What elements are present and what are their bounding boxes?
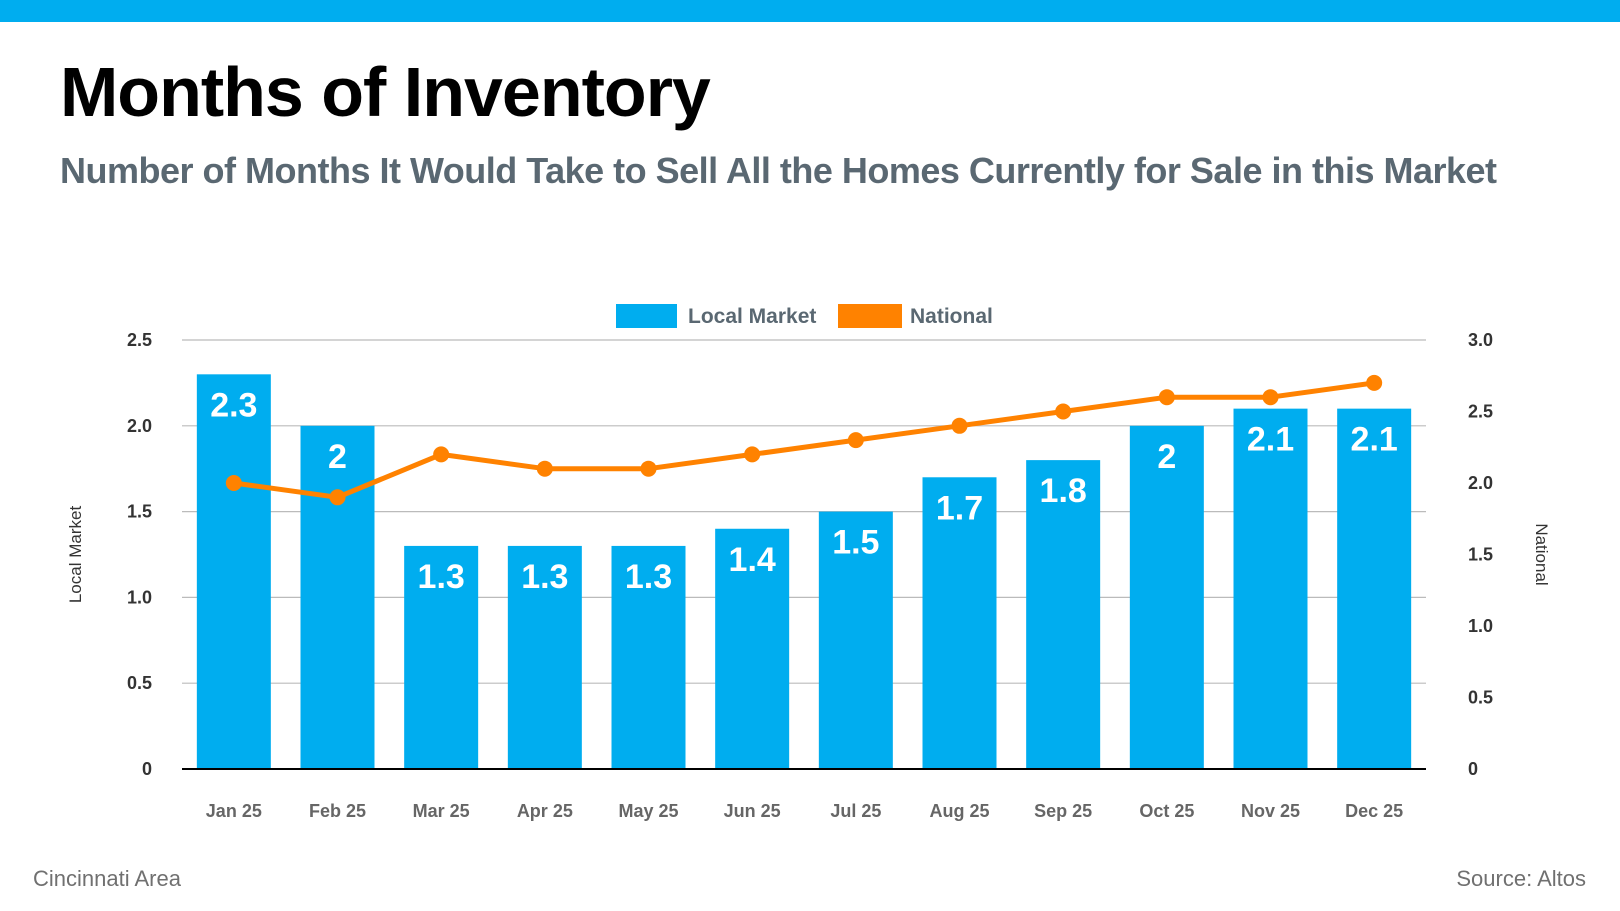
bar-value-label: 1.3 — [625, 558, 672, 596]
page-title: Months of Inventory — [60, 53, 711, 131]
bar-value-label: 1.5 — [832, 524, 879, 562]
x-tick-label: Mar 25 — [413, 801, 470, 821]
legend-label-local-market: Local Market — [688, 305, 816, 328]
bar-value-label: 1.4 — [729, 541, 776, 579]
bar-local-market — [818, 511, 893, 769]
point-national — [329, 489, 346, 506]
bar-value-label: 1.3 — [418, 558, 465, 596]
bar-value-label: 1.7 — [936, 489, 983, 527]
y-left-tick-label: 0.5 — [127, 673, 152, 693]
y-right-tick-label: 1.5 — [1468, 545, 1493, 565]
bar-value-label: 1.3 — [521, 558, 568, 596]
legend-swatch-national — [838, 304, 902, 328]
bar-value-label: 2.1 — [1247, 421, 1294, 459]
x-tick-label: Sep 25 — [1034, 801, 1092, 821]
y-left-tick-label: 2.0 — [127, 416, 152, 436]
bar-local-market — [715, 528, 790, 769]
bar-value-label: 2 — [328, 438, 347, 476]
legend-label-national: National — [910, 305, 993, 328]
y-left-tick-label: 1.5 — [127, 502, 152, 522]
legend-swatch-local-market — [616, 304, 677, 328]
y-left-tick-label: 1.0 — [127, 587, 152, 607]
point-national — [951, 417, 968, 434]
region-label: Cincinnati Area — [33, 866, 181, 891]
x-tick-label: Oct 25 — [1139, 801, 1194, 821]
point-national — [1055, 403, 1072, 420]
y-left-axis-title: Local Market — [66, 506, 85, 604]
bar-local-market — [922, 477, 997, 769]
bar-local-market — [1129, 425, 1204, 769]
bar-value-label: 2 — [1157, 438, 1176, 476]
y-left-tick-label: 2.5 — [127, 330, 152, 350]
bar-value-label: 2.3 — [210, 386, 257, 424]
point-national — [640, 460, 657, 477]
x-tick-label: Apr 25 — [517, 801, 573, 821]
bar-local-market — [1337, 408, 1412, 769]
point-national — [536, 460, 553, 477]
bar-local-market — [300, 425, 375, 769]
page-subtitle: Number of Months It Would Take to Sell A… — [60, 150, 1497, 191]
bar-local-market — [611, 545, 686, 769]
point-national — [225, 475, 242, 491]
top-accent-bar — [0, 0, 1620, 22]
bar-value-label: 1.8 — [1040, 472, 1087, 510]
y-left-tick-label: 0 — [142, 759, 152, 779]
point-national — [1262, 389, 1279, 406]
x-tick-label: May 25 — [618, 801, 678, 821]
bar-local-market — [1026, 460, 1101, 769]
y-right-tick-label: 3.0 — [1468, 330, 1493, 350]
x-tick-label: Dec 25 — [1345, 801, 1403, 821]
y-right-axis-title: National — [1532, 523, 1551, 585]
y-right-tick-label: 1.0 — [1468, 616, 1493, 636]
y-right-tick-label: 0 — [1468, 759, 1478, 779]
point-national — [847, 432, 864, 449]
y-right-tick-label: 2.0 — [1468, 473, 1493, 493]
x-tick-label: Jul 25 — [830, 801, 881, 821]
x-tick-label: Feb 25 — [309, 801, 366, 821]
bar-local-market — [196, 374, 271, 769]
point-national — [1158, 389, 1175, 406]
y-right-tick-label: 0.5 — [1468, 688, 1493, 708]
point-national — [744, 446, 761, 463]
source-label: Source: Altos — [1456, 866, 1586, 891]
y-right-tick-label: 2.5 — [1468, 402, 1493, 422]
x-tick-label: Aug 25 — [929, 801, 989, 821]
line-national — [233, 380, 1375, 500]
bar-local-market — [1233, 408, 1308, 769]
x-tick-label: Nov 25 — [1241, 801, 1300, 821]
bar-local-market — [404, 545, 479, 769]
bar-local-market — [507, 545, 582, 769]
x-tick-label: Jan 25 — [206, 801, 262, 821]
point-national — [433, 446, 450, 463]
point-national — [1366, 374, 1383, 391]
bar-value-label: 2.1 — [1351, 421, 1398, 459]
x-tick-label: Jun 25 — [724, 801, 781, 821]
